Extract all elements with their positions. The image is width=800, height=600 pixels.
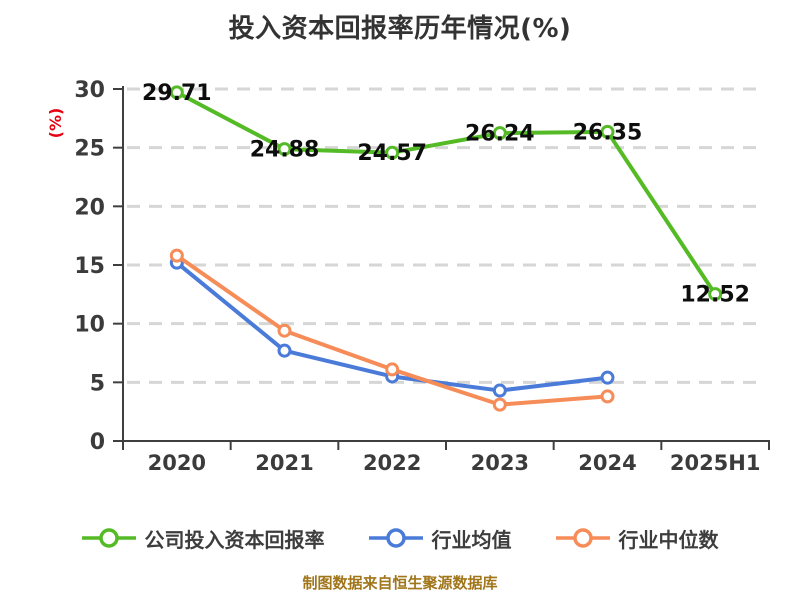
data-point-series-2[interactable] bbox=[385, 362, 400, 377]
y-tick-label: 30 bbox=[74, 78, 105, 103]
data-point-series-0[interactable] bbox=[169, 85, 184, 100]
chart-title: 投入资本回报率历年情况(%) bbox=[228, 14, 572, 44]
x-tick-label: 2023 bbox=[471, 451, 529, 475]
data-source-note: 制图数据来自恒生聚源数据库 bbox=[302, 574, 498, 592]
y-tick-label: 15 bbox=[74, 254, 105, 279]
legend-item-industry-median[interactable]: 行业中位数 bbox=[555, 524, 719, 553]
data-point-series-0[interactable] bbox=[708, 287, 723, 302]
data-point-series-2[interactable] bbox=[600, 389, 615, 404]
data-label-series-0: 29.71 bbox=[142, 81, 212, 106]
data-label-series-0: 24.88 bbox=[250, 138, 320, 163]
data-point-series-0[interactable] bbox=[600, 124, 615, 139]
data-label-series-0: 12.52 bbox=[680, 283, 750, 308]
y-tick-label: 0 bbox=[90, 430, 105, 455]
legend-label-industry-mean: 行业均值 bbox=[431, 527, 512, 552]
y-tick-label: 10 bbox=[74, 313, 105, 338]
data-label-series-0: 26.35 bbox=[573, 120, 643, 145]
data-point-series-0[interactable] bbox=[385, 145, 400, 160]
data-point-series-2[interactable] bbox=[277, 323, 292, 338]
legend-marker-industry-mean bbox=[368, 528, 423, 548]
x-tick-label: 2020 bbox=[148, 451, 206, 475]
x-tick-label: 2022 bbox=[363, 451, 421, 475]
data-point-series-1[interactable] bbox=[492, 383, 507, 398]
y-tick-label: 5 bbox=[90, 371, 105, 396]
legend-label-company-roic: 公司投入资本回报率 bbox=[144, 527, 325, 552]
series-line-0 bbox=[174, 90, 718, 297]
data-point-series-2[interactable] bbox=[169, 248, 184, 263]
data-label-series-0: 26.24 bbox=[465, 122, 535, 147]
x-tick-label: 2021 bbox=[255, 451, 313, 475]
data-point-series-1[interactable] bbox=[277, 343, 292, 358]
legend-marker-industry-median bbox=[555, 528, 610, 548]
y-tick-label: 20 bbox=[74, 195, 105, 220]
data-label-series-0: 24.57 bbox=[357, 141, 427, 166]
data-point-series-1[interactable] bbox=[600, 370, 615, 385]
data-point-series-2[interactable] bbox=[492, 397, 507, 412]
legend-item-company-roic[interactable]: 公司投入资本回报率 bbox=[81, 524, 325, 553]
chart-legend: 公司投入资本回报率 行业均值 行业中位数 bbox=[0, 518, 800, 558]
x-tick-label: 2025H1 bbox=[670, 451, 761, 475]
data-point-series-0[interactable] bbox=[277, 142, 292, 157]
legend-item-industry-mean[interactable]: 行业均值 bbox=[368, 524, 512, 553]
x-tick-label: 2024 bbox=[578, 451, 636, 475]
legend-marker-company-roic bbox=[81, 528, 136, 548]
data-point-series-0[interactable] bbox=[492, 126, 507, 141]
y-tick-label: 25 bbox=[74, 137, 105, 162]
legend-label-industry-median: 行业中位数 bbox=[618, 527, 719, 552]
